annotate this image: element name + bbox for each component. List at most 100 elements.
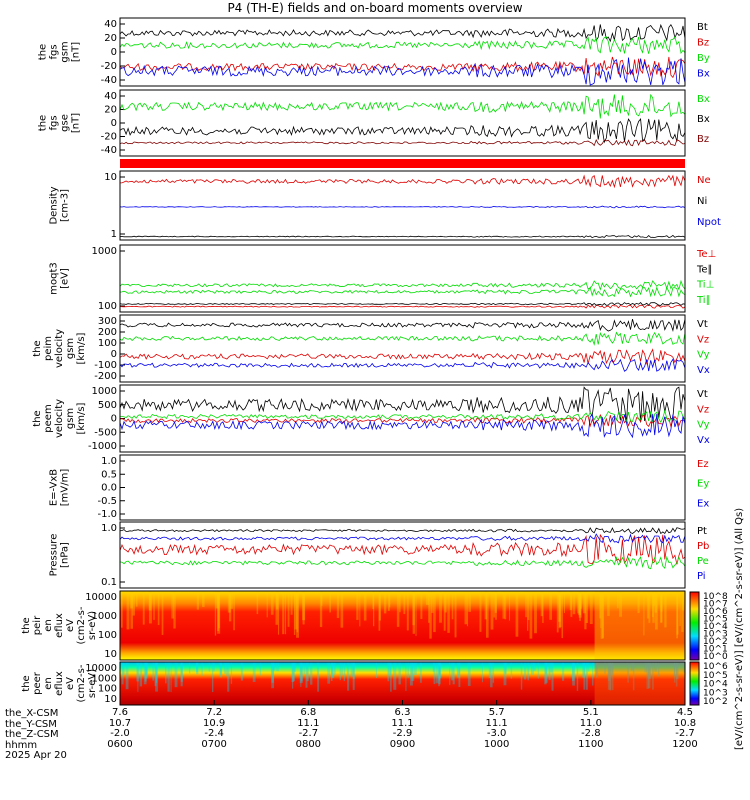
y-axis-label: eV	[65, 677, 76, 690]
spectrogram-texture	[494, 591, 497, 613]
y-axis-label: [nPa]	[60, 542, 71, 568]
colorbar-gradient	[689, 661, 700, 706]
colorbar-tick-label: 10^4	[703, 622, 728, 632]
legend-entry: Ti⊥	[696, 280, 714, 291]
colorbar-tick-label: 10^2	[703, 697, 728, 707]
spectrogram-texture	[282, 591, 285, 635]
spectrogram-texture	[610, 662, 614, 675]
series-line-Bz	[119, 139, 686, 147]
x-tick-column: 5.7 11.1 -3.0 1000	[477, 707, 517, 750]
spectrogram-texture	[571, 662, 575, 681]
spectrogram-texture	[676, 591, 678, 639]
y-axis-label: en	[43, 619, 54, 632]
legend-entry: Pt	[697, 526, 707, 537]
spectrogram-texture	[607, 662, 611, 681]
spectrogram-texture	[293, 662, 295, 682]
spectrogram-texture	[330, 662, 333, 681]
panel-frame	[119, 244, 686, 313]
spectrogram-texture	[331, 662, 335, 679]
panel-fgs_gse: the fgs gse [nT] 40 20 0 -20 -40 Bx Bx Bz	[38, 89, 710, 157]
series-line-Vx	[119, 413, 686, 439]
spectrogram-texture	[125, 662, 129, 690]
spectrogram-texture	[146, 662, 148, 675]
spectrogram-texture	[142, 591, 145, 625]
x-axis-row-label: the_X-CSM	[5, 708, 59, 719]
legend-entry: Bt	[697, 22, 708, 33]
series-line-Te⊥	[119, 304, 686, 309]
spectrogram-texture	[387, 591, 390, 611]
legend-entry: Ne	[697, 175, 711, 186]
x-tick-value: 7.2	[206, 707, 223, 718]
spectrogram-texture	[488, 662, 491, 679]
spectrogram-texture	[609, 662, 612, 691]
spectrogram-texture	[438, 662, 441, 681]
spectrogram-texture	[302, 591, 305, 625]
spectrogram-texture	[319, 591, 323, 628]
series-line-Vy	[119, 409, 686, 424]
spectrogram-texture	[679, 591, 681, 626]
legend-entry: Vy	[697, 420, 710, 431]
spectrogram-texture	[156, 662, 158, 683]
legend-entry: Vy	[697, 350, 710, 361]
y-tick-label: 10	[104, 694, 117, 705]
spectrogram-texture	[578, 591, 582, 616]
colorbar-tick-label: 10^0	[703, 652, 728, 662]
spectrogram-texture	[515, 591, 519, 637]
spectrogram-texture	[227, 662, 230, 692]
y-axis-label: E=-VxB	[49, 469, 60, 506]
spectrogram-texture	[343, 662, 346, 682]
spectrogram-texture	[390, 662, 392, 692]
spectrogram-texture	[275, 591, 279, 625]
series-line-Bx	[119, 93, 686, 119]
spectrogram-texture	[425, 591, 429, 605]
spectrogram	[120, 591, 685, 660]
spectrogram-texture	[339, 662, 341, 681]
y-tick-label: 40	[104, 91, 117, 102]
y-axis-label: fgs	[49, 115, 60, 130]
y-axis-label: [nT]	[71, 113, 82, 133]
y-axis-label: gsm	[60, 41, 71, 62]
y-tick-label: 10	[104, 172, 117, 183]
spectrogram-texture	[294, 591, 297, 630]
series-line-Vy	[119, 331, 686, 346]
spectrogram-texture	[585, 591, 589, 624]
series-line-Pi	[119, 533, 686, 544]
spectrogram-texture	[654, 662, 658, 672]
colorbar-tick-label: 10^3	[703, 630, 728, 640]
spectrogram-texture	[148, 591, 152, 624]
spectrogram-texture	[652, 591, 655, 623]
legend-entry: Ni	[697, 196, 707, 207]
spectrogram-texture	[683, 662, 686, 673]
x-tick-value: 6.3	[394, 707, 411, 718]
series-line-Vt	[119, 318, 686, 332]
spectrogram-texture	[468, 591, 471, 612]
legend-entry: Bz	[697, 38, 709, 49]
spectrogram-texture	[631, 662, 634, 671]
y-axis-label: moqt3	[49, 262, 60, 295]
spectrogram-texture	[252, 662, 256, 682]
y-axis-label: (cm2-s-	[76, 664, 87, 702]
legend-entry: Te⊥	[696, 249, 716, 260]
y-axis-label: eflux	[54, 671, 65, 696]
x-tick-value: 0900	[389, 738, 416, 750]
y-axis-label: [mV/m]	[60, 469, 71, 507]
spectrogram-texture	[293, 662, 296, 672]
x-tick-value: 0800	[295, 738, 322, 750]
spectrogram-texture	[537, 662, 539, 679]
spectrogram-texture	[449, 662, 451, 685]
series-line-Vx	[119, 358, 686, 372]
spectrogram-texture	[121, 591, 123, 628]
series-line-Ti∥	[119, 286, 686, 298]
spectrogram-texture	[173, 591, 176, 629]
y-tick-label: -0.5	[97, 496, 117, 507]
y-axis-label: peim	[43, 336, 54, 361]
spectrogram-texture	[132, 591, 135, 616]
spectrogram-texture	[673, 662, 676, 683]
x-tick-value: -2.9	[392, 728, 413, 739]
spectrogram-texture	[438, 662, 440, 687]
spectrogram-texture	[412, 591, 415, 626]
spectrogram-texture	[284, 591, 287, 635]
spectrogram-texture	[276, 662, 280, 672]
spectrogram-texture	[334, 662, 336, 675]
panel-frame	[119, 454, 686, 521]
